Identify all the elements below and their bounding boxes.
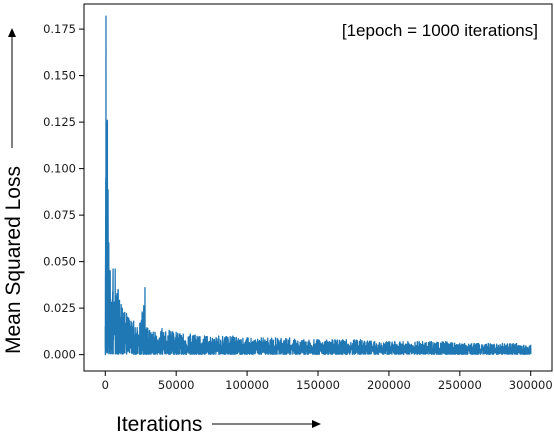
series-layer: [104, 15, 532, 356]
x-tick-label: 300000: [509, 378, 553, 392]
y-axis-title: Mean Squared Loss: [2, 166, 25, 354]
x-axis-ticks: 0 50000 100000 150000 200000 250000 300000: [102, 371, 553, 392]
x-axis-arrow: [212, 420, 321, 428]
y-tick-label: 0.150: [43, 69, 76, 83]
y-tick-label: 0.075: [43, 208, 76, 222]
x-tick-label: 200000: [367, 378, 411, 392]
x-tick-label: 250000: [438, 378, 482, 392]
y-tick-label: 0.125: [43, 115, 76, 129]
y-axis-ticks: 0.000 0.025 0.050 0.075 0.100 0.125 0.150 0.175: [43, 22, 84, 362]
x-axis-title: Iterations: [116, 413, 202, 432]
epoch-annotation: [1epoch = 1000 iterations]: [342, 21, 538, 40]
y-tick-label: 0.100: [43, 162, 76, 176]
y-tick-label: 0.050: [43, 255, 76, 269]
loss-series-line: [104, 15, 532, 356]
y-tick-label: 0.175: [43, 22, 76, 36]
x-tick-label: 50000: [158, 378, 195, 392]
x-tick-label: 100000: [225, 378, 269, 392]
x-tick-label: 150000: [296, 378, 340, 392]
x-tick-label: 0: [102, 378, 109, 392]
y-tick-label: 0.025: [43, 301, 76, 315]
y-axis-arrow: [8, 28, 16, 148]
plot-frame: [83, 3, 553, 372]
y-tick-label: 0.000: [43, 348, 76, 362]
